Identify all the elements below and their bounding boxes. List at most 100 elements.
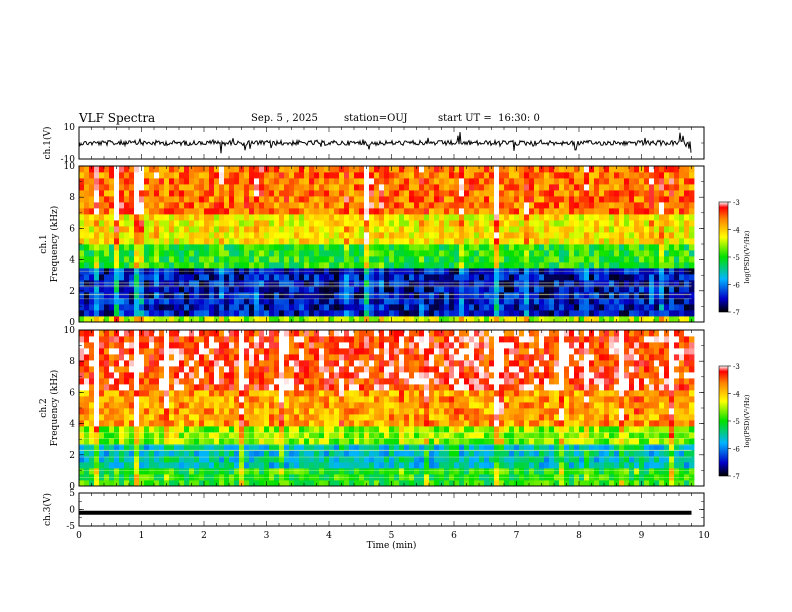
spectrogram-cell	[279, 232, 285, 239]
spectrogram-cell	[374, 238, 380, 245]
spectrogram-cell	[194, 390, 200, 397]
spectrogram-cell	[279, 256, 285, 263]
spectrogram-cell	[254, 202, 260, 209]
spectrogram-cell	[654, 178, 660, 185]
spectrogram-cell	[174, 178, 180, 185]
spectrogram-cell	[259, 316, 265, 323]
spectrogram-cell	[309, 190, 315, 197]
spectrogram-cell	[249, 226, 255, 233]
spectrogram-cell	[339, 360, 345, 367]
spectrogram-cell	[199, 250, 205, 257]
spectrogram-cell	[109, 372, 115, 379]
spectrogram-cell	[114, 438, 120, 445]
spectrogram-cell	[509, 298, 515, 305]
spectrogram-cell	[459, 292, 465, 299]
spectrogram-cell	[154, 166, 160, 173]
spectrogram-cell	[229, 202, 235, 209]
spectrogram-cell	[364, 178, 370, 185]
spectrogram-cell	[329, 366, 335, 373]
spectrogram-cell	[659, 262, 665, 269]
spectrogram-cell	[529, 172, 535, 179]
spectrogram-cell	[119, 244, 125, 251]
spectrogram-cell	[354, 384, 360, 391]
spectrogram-cell	[614, 244, 620, 251]
spectrogram-cell	[214, 292, 220, 299]
spectrogram-cell	[244, 208, 250, 215]
spectrogram-cell	[424, 202, 430, 209]
spectrogram-cell	[339, 172, 345, 179]
spectrogram-cell	[329, 468, 335, 475]
spectrogram-cell	[604, 214, 610, 221]
spectrogram-cell	[539, 196, 545, 203]
spectrogram-cell	[469, 244, 475, 251]
spectrogram-cell	[109, 396, 115, 403]
spectrogram-cell	[214, 232, 220, 239]
spectrogram-cell	[229, 292, 235, 299]
spectrogram-cell	[259, 202, 265, 209]
spectrogram-cell	[354, 330, 360, 337]
spectrogram-cell	[314, 190, 320, 197]
spectrogram-cell	[274, 402, 280, 409]
spectrogram-cell	[594, 220, 600, 227]
spectrogram-cell	[124, 378, 130, 385]
spectrogram-cell	[354, 354, 360, 361]
spectrogram-cell	[519, 178, 525, 185]
spectrogram-cell	[89, 444, 95, 451]
spectrogram-cell	[159, 316, 165, 323]
spectrogram-cell	[279, 316, 285, 323]
spectrogram-cell	[159, 420, 165, 427]
spectrogram-cell	[664, 238, 670, 245]
spectrogram-cell	[219, 256, 225, 263]
spectrogram-cell	[129, 480, 135, 487]
spectrogram-cell	[289, 292, 295, 299]
spectrogram-cell	[349, 354, 355, 361]
spectrogram-cell	[569, 172, 575, 179]
spectrogram-cell	[154, 420, 160, 427]
spectrogram-cell	[314, 232, 320, 239]
spectrogram-cell	[514, 298, 520, 305]
spectrogram-cell	[314, 256, 320, 263]
spectrogram-cell	[269, 208, 275, 215]
spectrogram-cell	[484, 262, 490, 269]
spectrogram-cell	[644, 196, 650, 203]
spectrogram-cell	[354, 232, 360, 239]
spectrogram-cell	[184, 316, 190, 323]
spectrogram-cell	[194, 432, 200, 439]
spectrogram-cell	[164, 348, 170, 355]
spectrogram-cell	[494, 274, 500, 281]
spectrogram-cell	[299, 342, 305, 349]
spectrogram-cell	[289, 336, 295, 343]
spectrogram-cell	[114, 378, 120, 385]
spectrogram-cell	[139, 432, 145, 439]
spectrogram-cell	[469, 262, 475, 269]
spectrogram-cell	[284, 292, 290, 299]
spectrogram-cell	[99, 178, 105, 185]
spectrogram-cell	[259, 378, 265, 385]
spectrogram-cell	[204, 432, 210, 439]
spectrogram-cell	[99, 274, 105, 281]
spectrogram-cell	[489, 292, 495, 299]
spectrogram-cell	[79, 316, 85, 323]
spectrogram-cell	[294, 414, 300, 421]
spectrogram-cell	[264, 178, 270, 185]
spectrogram-cell	[459, 226, 465, 233]
spectrogram-cell	[349, 336, 355, 343]
spectrogram-cell	[534, 256, 540, 263]
spectrogram-cell	[554, 310, 560, 317]
spectrogram-cell	[244, 250, 250, 257]
spectrogram-cell	[659, 286, 665, 293]
spectrogram-cell	[609, 316, 615, 323]
spectrogram-cell	[684, 184, 690, 191]
spectrogram-cell	[164, 202, 170, 209]
spectrogram-cell	[119, 408, 125, 415]
spectrogram-cell	[649, 226, 655, 233]
spectrogram-cell	[429, 298, 435, 305]
spectrogram-cell	[209, 336, 215, 343]
spectrogram-cell	[329, 360, 335, 367]
spectrogram-cell	[619, 214, 625, 221]
spectrogram-cell	[359, 432, 365, 439]
spectrogram-cell	[339, 190, 345, 197]
spectrogram-cell	[624, 220, 630, 227]
spectrogram-cell	[189, 408, 195, 415]
